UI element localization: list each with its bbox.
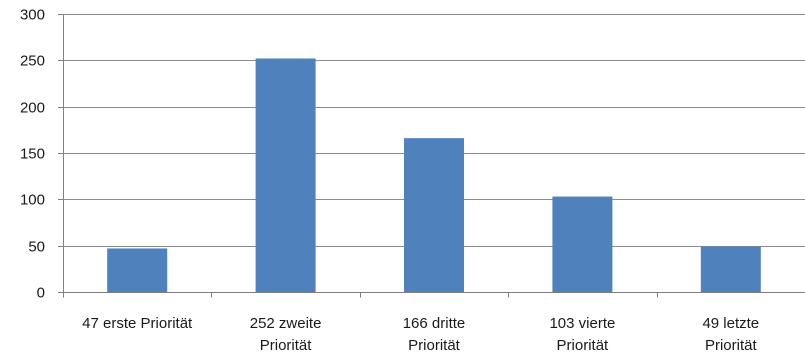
y-tick-label: 150 bbox=[20, 146, 45, 163]
bar bbox=[552, 196, 613, 292]
category-label: 166 dritte Priorität bbox=[403, 315, 466, 354]
y-tick-label: 300 bbox=[20, 7, 45, 24]
y-tick-label: 50 bbox=[28, 239, 45, 256]
y-tick-label: 100 bbox=[20, 192, 45, 209]
category-label: 47 erste Priorität bbox=[82, 315, 193, 332]
category-label: 252 zweite Priorität bbox=[250, 315, 322, 354]
y-tick-label: 250 bbox=[20, 53, 45, 70]
bar bbox=[700, 246, 761, 292]
category-labels: 47 erste Priorität 252 zweite Priorität 166… bbox=[82, 315, 759, 354]
y-tick-label: 200 bbox=[20, 100, 45, 117]
bar bbox=[107, 248, 168, 292]
bars bbox=[107, 58, 761, 293]
bar bbox=[255, 58, 316, 293]
bar bbox=[404, 138, 464, 292]
y-tick-labels: 0 50 100 150 200 250 300 bbox=[20, 7, 45, 302]
category-label: 49 letzte Priorität bbox=[702, 315, 759, 354]
category-label: 103 vierte Priorität bbox=[549, 315, 615, 354]
axes bbox=[58, 14, 805, 298]
y-tick-label: 0 bbox=[37, 285, 45, 302]
